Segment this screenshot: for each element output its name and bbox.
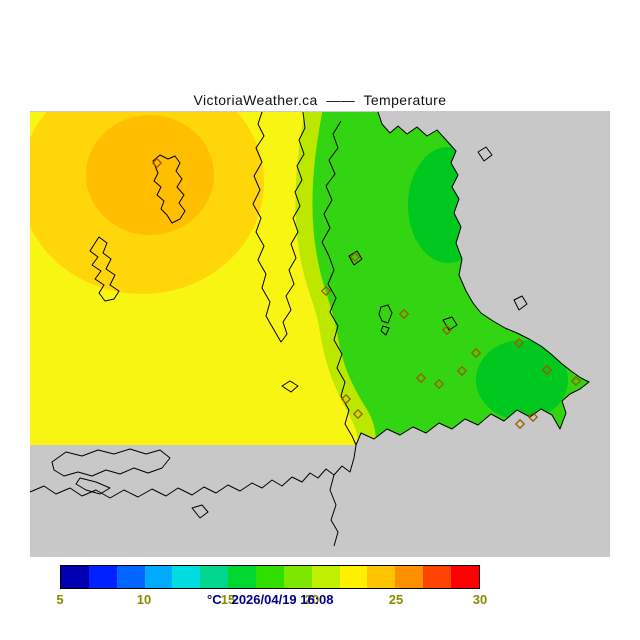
- coast-central-peninsula: [252, 111, 306, 343]
- colorbar-tick-label: 30: [472, 592, 488, 607]
- colorbar-segment: [116, 566, 145, 588]
- island-west: [89, 236, 120, 302]
- station-marker: [349, 251, 361, 263]
- station-marker: [151, 157, 163, 169]
- station-marker: [415, 372, 427, 384]
- station-marker: [456, 365, 468, 377]
- datetime-label: 2026/04/19 16:08: [231, 592, 334, 607]
- colorbar-segment: [228, 566, 257, 588]
- colorbar-gradient: [61, 566, 479, 588]
- colorbar-segment: [283, 566, 312, 588]
- colorbar-segment: [395, 566, 424, 588]
- field-orange: [86, 115, 214, 235]
- island-south: [51, 448, 171, 477]
- colorbar-segment: [61, 566, 89, 588]
- lake-elk: [378, 304, 393, 324]
- page-title: VictoriaWeather.ca —— Temperature: [193, 92, 447, 108]
- coastlines: [29, 111, 590, 547]
- colorbar-segment: [311, 566, 340, 588]
- coast-south-shore: [29, 444, 357, 499]
- island-north: [152, 154, 186, 224]
- station-marker: [514, 418, 526, 430]
- colorbar-caption: °C 2026/04/19 16:08: [207, 592, 334, 607]
- coast-harbour-inlet: [329, 474, 339, 547]
- station-marker: [570, 375, 582, 387]
- colorbar-tick-label: 10: [136, 592, 152, 607]
- colorbar-segment: [451, 566, 479, 588]
- coast-west-landmass: [321, 120, 357, 446]
- islet-gray-north: [477, 146, 493, 162]
- unit-label: °C: [207, 592, 222, 607]
- coast-east-landmass: [355, 111, 590, 446]
- station-marker: [352, 408, 364, 420]
- colorbar-tick-label: 15: [220, 592, 236, 607]
- islet-center: [281, 380, 299, 393]
- station-marker: [541, 364, 553, 376]
- station-marker: [320, 285, 332, 297]
- colorbar-segment: [144, 566, 173, 588]
- colorbar-tick-label: 25: [388, 592, 404, 607]
- station-marker: [470, 347, 482, 359]
- station-marker: [340, 393, 352, 405]
- colorbar-segment: [423, 566, 452, 588]
- colorbar-segment: [200, 566, 229, 588]
- station-marker: [398, 308, 410, 320]
- colorbar-segment: [88, 566, 117, 588]
- islet-gray-east: [513, 295, 528, 311]
- station-markers: [151, 157, 582, 430]
- station-marker: [513, 337, 525, 349]
- station-marker: [433, 378, 445, 390]
- station-marker: [527, 411, 539, 423]
- station-marker: [441, 324, 453, 336]
- island-south-lobe: [75, 477, 111, 495]
- colorbar: [60, 565, 480, 589]
- colorbar-tick-label: 5: [56, 592, 64, 607]
- colorbar-segment: [339, 566, 368, 588]
- colorbar-segment: [367, 566, 396, 588]
- colorbar-segment: [172, 566, 201, 588]
- colorbar-tick-label: 20: [304, 592, 320, 607]
- lake-beaver: [380, 325, 390, 336]
- field-green-dark-east: [476, 340, 568, 420]
- colorbar-segment: [256, 566, 284, 588]
- lake-south: [191, 504, 209, 519]
